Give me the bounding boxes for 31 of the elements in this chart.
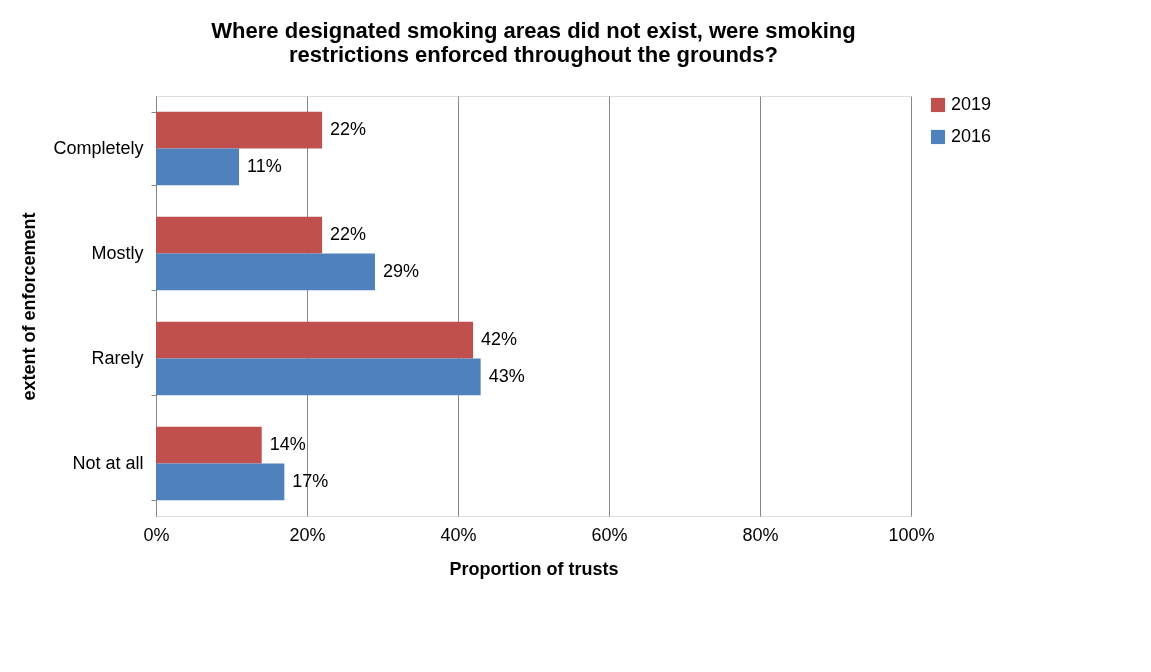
x-axis-title: Proportion of trusts: [449, 558, 619, 579]
legend-label: 2016: [951, 126, 992, 146]
data-label: 43%: [488, 365, 525, 386]
data-label: 22%: [330, 119, 367, 140]
x-tick-label: 20%: [289, 524, 326, 545]
bar: [156, 111, 323, 149]
bar: [156, 463, 285, 501]
data-label: 11%: [247, 155, 282, 176]
x-tick-label: 80%: [742, 524, 779, 545]
x-tick-label: 40%: [440, 524, 477, 545]
y-tick-label: Rarely: [91, 348, 144, 368]
bar: [156, 426, 262, 464]
data-label: 29%: [382, 260, 419, 281]
bar: [156, 216, 323, 254]
data-label: 22%: [330, 224, 367, 245]
data-label: 42%: [481, 329, 518, 350]
bar: [156, 148, 240, 186]
y-tick-label: Not at all: [72, 453, 144, 473]
data-label: 14%: [269, 434, 306, 455]
x-tick-label: 100%: [888, 524, 935, 545]
bar: [156, 321, 474, 359]
x-tick-label: 0%: [143, 524, 170, 545]
x-tick-label: 60%: [591, 524, 628, 545]
y-axis-title: extent of enforcement: [19, 212, 40, 401]
y-tick-label: Completely: [53, 138, 144, 158]
legend-label: 2019: [951, 94, 992, 114]
bar: [156, 358, 481, 396]
chart-title: Where designated smoking areas did not exist, were smoking restrictions enforced throughout the grounds?: [211, 18, 856, 67]
bar: [156, 253, 375, 291]
y-tick-label: Mostly: [91, 243, 144, 263]
data-label: 17%: [292, 470, 329, 491]
